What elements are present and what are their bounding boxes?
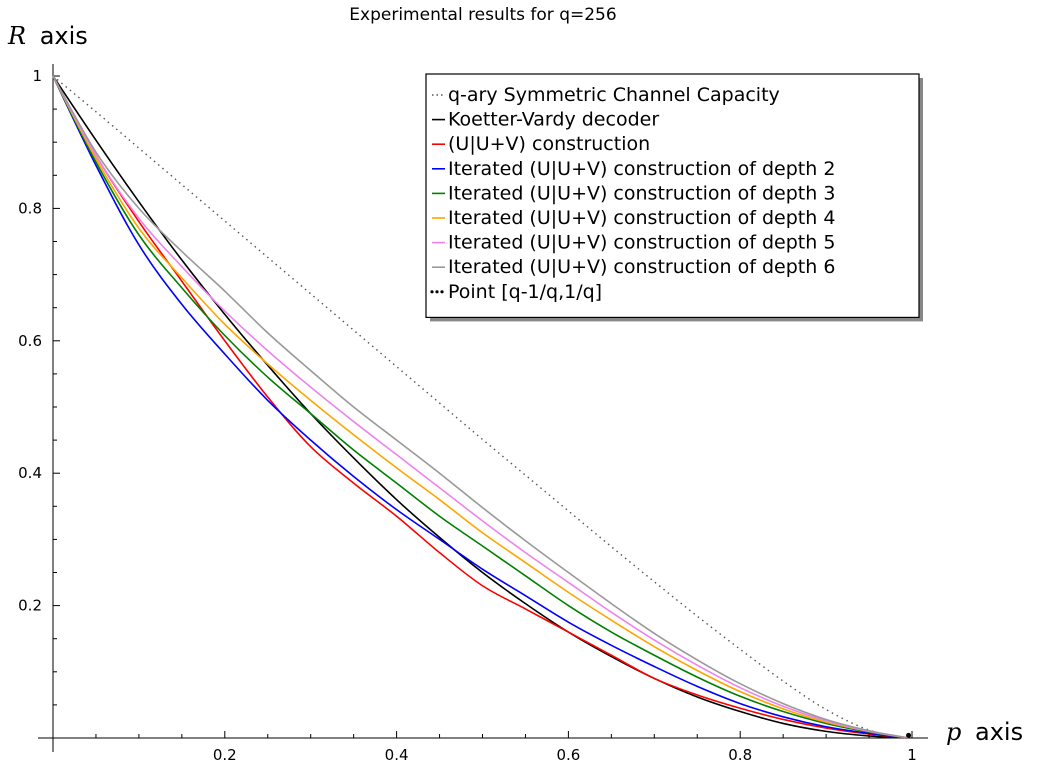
legend-swatch: [435, 290, 439, 294]
series-8-point: [906, 732, 912, 738]
series-7-line: [52, 75, 909, 739]
x-axis-label: p axis: [946, 718, 1023, 746]
series-5-line: [52, 75, 909, 739]
x-axis-word: axis: [975, 718, 1023, 746]
legend-label: Iterated (U|U+V) construction of depth 5: [448, 232, 835, 254]
x-tick-label: 0.8: [728, 746, 752, 764]
y-tick-label: 0.2: [18, 597, 42, 615]
series-6-line: [52, 75, 909, 739]
legend-swatch: [440, 290, 444, 294]
series-3-line: [52, 75, 909, 739]
legend-swatch: [430, 290, 434, 294]
y-tick-label: 0.8: [18, 199, 42, 217]
series-2-line: [52, 75, 909, 739]
x-tick-label: 1: [907, 746, 917, 764]
legend-label: Iterated (U|U+V) construction of depth 3: [448, 182, 835, 204]
x-tick-label: 0.4: [385, 746, 409, 764]
series-1-line: [52, 75, 909, 739]
y-axis-word: axis: [40, 22, 88, 50]
x-axis-variable: p: [946, 718, 961, 746]
x-tick-label: 0.2: [213, 746, 237, 764]
legend-label: Point [q-1/q,1/q]: [448, 281, 602, 303]
x-tick-label: 0.6: [556, 746, 580, 764]
legend-label: Koetter-Vardy decoder: [448, 109, 659, 131]
legend-label: (U|U+V) construction: [448, 133, 650, 155]
y-tick-label: 0.4: [18, 464, 42, 482]
legend: q-ary Symmetric Channel Capacity Koetter-…: [425, 73, 923, 322]
plot-area: [52, 75, 912, 739]
y-axis-label: R axis: [7, 22, 88, 50]
chart-title: Experimental results for q=256: [349, 5, 616, 25]
y-tick-label: 0.6: [18, 332, 42, 350]
legend-label: q-ary Symmetric Channel Capacity: [448, 84, 780, 106]
series-4-line: [52, 75, 909, 739]
axis-ticks: 0.2 0.4 0.6 0.8 1 0.2 0.4 0.6 0.8 1: [18, 67, 917, 764]
y-axis-variable: R: [7, 22, 26, 50]
legend-label: Iterated (U|U+V) construction of depth 6: [448, 256, 835, 278]
y-tick-label: 1: [32, 67, 42, 85]
legend-label: Iterated (U|U+V) construction of depth 2: [448, 158, 835, 180]
legend-box: [425, 73, 920, 318]
legend-label: Iterated (U|U+V) construction of depth 4: [448, 207, 835, 229]
